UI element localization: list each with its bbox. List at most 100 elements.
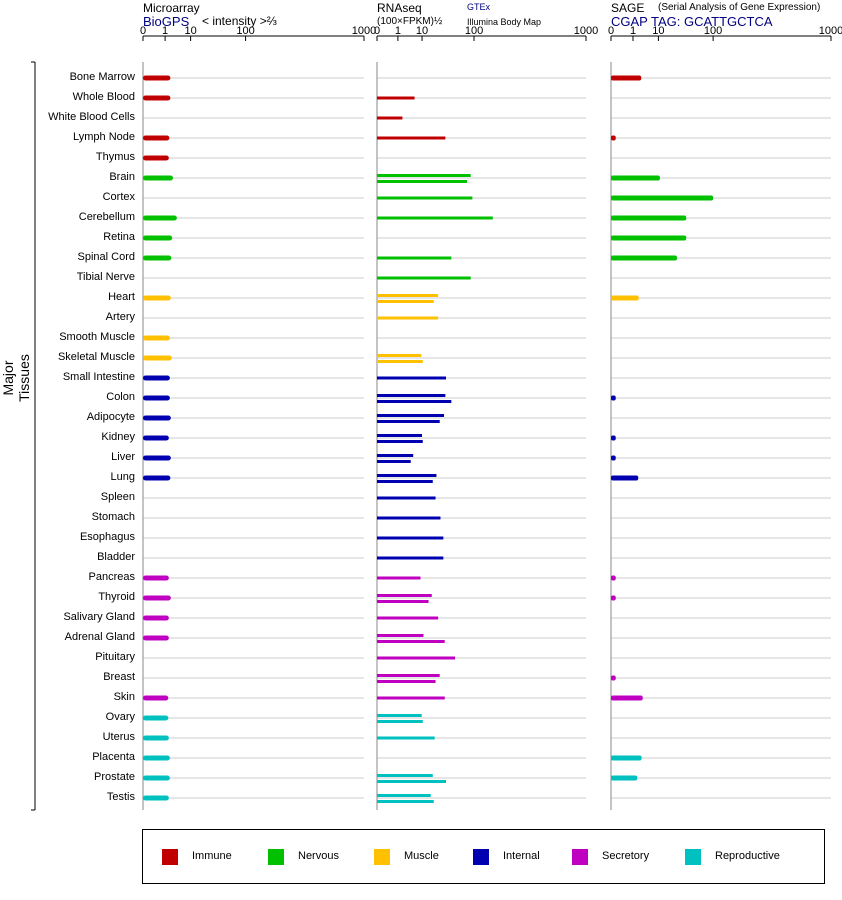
- bar-microarray: [143, 295, 171, 301]
- bar-microarray: [143, 375, 170, 381]
- bar-rnaseq-ibm: [377, 400, 452, 403]
- bar-rnaseq-ibm: [377, 600, 429, 603]
- bar-rnaseq-gtex: [377, 576, 421, 580]
- tick-label-microarray: 100: [236, 25, 254, 37]
- tick-label-sage: 0: [608, 25, 614, 37]
- microarray-unit: < intensity >⅔: [202, 14, 277, 28]
- bar-microarray: [143, 75, 171, 81]
- bar-rnaseq-gtex: [377, 714, 422, 717]
- tick-label-rnaseq: 100: [465, 25, 483, 37]
- bar-rnaseq-gtex: [377, 736, 435, 740]
- bar-rnaseq-gtex: [377, 454, 414, 457]
- tissue-label: Skeletal Muscle: [57, 351, 135, 363]
- bar-sage: [611, 215, 687, 221]
- bar-sage: [611, 235, 687, 241]
- bar-rnaseq-gtex: [377, 174, 471, 177]
- tissue-label: Artery: [105, 311, 135, 323]
- tick-label-microarray: 0: [140, 25, 146, 37]
- bar-microarray: [143, 175, 173, 181]
- legend-swatch-nervous: [268, 849, 284, 865]
- tick-label-rnaseq: 1000: [574, 25, 598, 37]
- bar-rnaseq-gtex: [377, 414, 445, 417]
- bar-microarray: [143, 395, 170, 401]
- bar-sage: [611, 475, 639, 481]
- tissue-label: Adrenal Gland: [64, 631, 135, 643]
- bar-rnaseq-ibm: [377, 300, 434, 303]
- bar-microarray: [143, 715, 169, 721]
- bar-sage: [611, 755, 642, 761]
- tick-label-sage: 1000: [819, 25, 842, 37]
- bar-sage: [611, 135, 616, 141]
- bar-rnaseq-gtex: [377, 316, 439, 320]
- tissue-label: Stomach: [91, 511, 135, 523]
- bar-sage: [611, 395, 616, 401]
- tissue-label: Pancreas: [88, 571, 135, 583]
- bar-microarray: [143, 355, 172, 361]
- bar-rnaseq-gtex: [377, 594, 432, 597]
- bar-sage: [611, 575, 616, 581]
- rnaseq-unit: (100×FPKM)½: [377, 16, 443, 27]
- bar-microarray: [143, 255, 172, 261]
- tick-label-microarray: 10: [184, 25, 196, 37]
- bar-rnaseq-ibm: [377, 116, 403, 120]
- legend-label-reproductive: Reproductive: [715, 850, 780, 862]
- tissue-label: Cortex: [102, 191, 135, 203]
- bar-microarray: [143, 475, 171, 481]
- tissue-label: Thyroid: [98, 591, 135, 603]
- illumina-source-label: Illumina Body Map: [467, 17, 542, 27]
- tick-label-sage: 100: [704, 25, 722, 37]
- bar-microarray: [143, 575, 169, 581]
- tissue-label: Thymus: [95, 151, 135, 163]
- bar-microarray: [143, 595, 171, 601]
- bar-rnaseq-gtex: [377, 394, 446, 397]
- bar-rnaseq-gtex: [377, 294, 439, 297]
- bar-rnaseq-gtex: [377, 696, 445, 700]
- tissue-label: Esophagus: [79, 531, 135, 543]
- legend-label-nervous: Nervous: [298, 850, 339, 862]
- bar-rnaseq-ibm: [377, 180, 468, 183]
- bar-rnaseq-ibm: [377, 460, 411, 463]
- bar-rnaseq-ibm: [377, 480, 433, 483]
- bar-sage: [611, 775, 638, 781]
- microarray-title: Microarray: [143, 1, 200, 15]
- tissue-label: Lymph Node: [73, 131, 135, 143]
- gtex-source-label: GTEx: [467, 2, 491, 12]
- tissue-label: Spleen: [100, 491, 135, 503]
- bar-microarray: [143, 95, 171, 101]
- bar-microarray: [143, 455, 171, 461]
- bar-microarray: [143, 335, 170, 341]
- tissue-label: Retina: [103, 231, 135, 243]
- tissue-label: Kidney: [101, 431, 135, 443]
- tissue-label: Cerebellum: [78, 211, 135, 223]
- bar-rnaseq-gtex: [377, 276, 471, 280]
- tissue-label: Breast: [103, 671, 135, 683]
- bar-microarray: [143, 235, 173, 241]
- tissue-label: Prostate: [94, 771, 135, 783]
- bar-rnaseq-gtex: [377, 474, 437, 477]
- tissue-label: Testis: [106, 791, 135, 803]
- bar-microarray: [143, 135, 170, 141]
- bar-sage: [611, 675, 616, 681]
- bar-microarray: [143, 215, 177, 221]
- bar-rnaseq-gtex: [377, 616, 439, 620]
- bar-rnaseq-ibm: [377, 360, 423, 363]
- legend-swatch-secretory: [572, 849, 588, 865]
- bar-rnaseq-gtex: [377, 496, 436, 500]
- bar-rnaseq-ibm: [377, 780, 447, 783]
- legend-swatch-reproductive: [685, 849, 701, 865]
- legend-label-muscle: Muscle: [404, 850, 439, 862]
- tissue-label: White Blood Cells: [48, 111, 135, 123]
- bar-rnaseq-ibm: [377, 720, 423, 723]
- bar-microarray: [143, 635, 169, 641]
- tissue-label: Smooth Muscle: [59, 331, 135, 343]
- tick-label-rnaseq: 0: [374, 25, 380, 37]
- tissue-label: Heart: [108, 291, 135, 303]
- tissue-label: Bone Marrow: [69, 71, 135, 83]
- bar-rnaseq-gtex: [377, 354, 422, 357]
- tissue-label: Lung: [110, 471, 135, 483]
- bar-rnaseq-gtex: [377, 674, 440, 677]
- sage-title: SAGE: [611, 1, 645, 15]
- tissue-label: Brain: [109, 171, 135, 183]
- bar-microarray: [143, 695, 169, 701]
